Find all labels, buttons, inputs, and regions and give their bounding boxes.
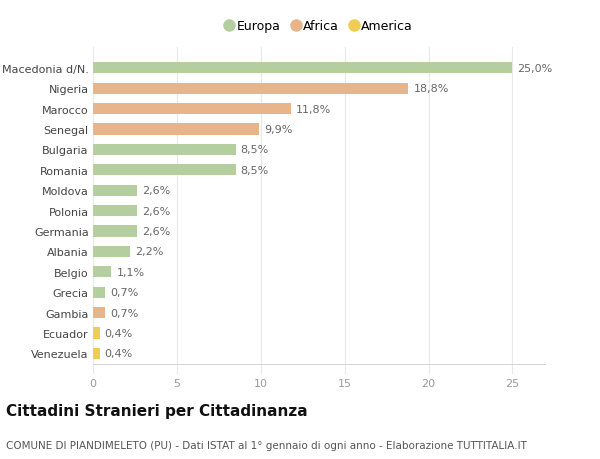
Text: 2,6%: 2,6% (142, 206, 170, 216)
Text: 18,8%: 18,8% (413, 84, 449, 94)
Bar (93, 206, 137, 217)
Text: 8,5%: 8,5% (241, 145, 269, 155)
Bar (93, 328, 100, 339)
Text: 25,0%: 25,0% (517, 64, 553, 73)
Text: 0,4%: 0,4% (105, 328, 133, 338)
Text: 0,4%: 0,4% (105, 349, 133, 358)
Bar (93, 185, 137, 196)
Text: Cittadini Stranieri per Cittadinanza: Cittadini Stranieri per Cittadinanza (6, 403, 308, 418)
Bar (93, 124, 259, 135)
Text: 0,7%: 0,7% (110, 308, 138, 318)
Text: 2,6%: 2,6% (142, 186, 170, 196)
Bar (93, 165, 236, 176)
Bar (93, 267, 112, 278)
Bar (93, 226, 137, 237)
Bar (93, 287, 105, 298)
Text: 11,8%: 11,8% (296, 104, 331, 114)
Text: 2,6%: 2,6% (142, 226, 170, 236)
Legend: Europa, Africa, America: Europa, Africa, America (221, 15, 418, 38)
Bar (93, 145, 236, 156)
Bar (93, 246, 130, 257)
Text: 9,9%: 9,9% (264, 125, 293, 134)
Text: 0,7%: 0,7% (110, 288, 138, 297)
Bar (93, 63, 512, 74)
Text: 2,2%: 2,2% (135, 247, 163, 257)
Bar (93, 308, 105, 319)
Text: 8,5%: 8,5% (241, 165, 269, 175)
Bar (93, 348, 100, 359)
Bar (93, 104, 291, 115)
Bar (93, 84, 409, 95)
Text: COMUNE DI PIANDIMELETO (PU) - Dati ISTAT al 1° gennaio di ogni anno - Elaborazio: COMUNE DI PIANDIMELETO (PU) - Dati ISTAT… (6, 440, 527, 450)
Text: 1,1%: 1,1% (116, 267, 145, 277)
